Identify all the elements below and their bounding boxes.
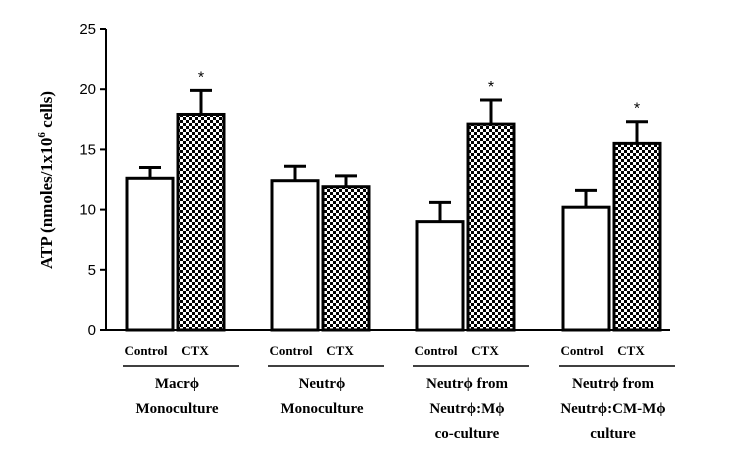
y-axis-label: ATP (nmoles/1x106 cells) xyxy=(36,91,56,269)
control-bar-label: Control xyxy=(269,343,312,358)
group-label-line: Neutrϕ xyxy=(299,376,346,392)
y-tick-label: 0 xyxy=(88,322,96,339)
y-tick-label: 10 xyxy=(79,202,96,219)
control-bar-1 xyxy=(125,176,175,332)
group-label-line: culture xyxy=(590,426,636,442)
bar-layer xyxy=(125,88,662,332)
group-label-line: Neutrϕ from xyxy=(426,376,508,392)
group-label-line: Neutrϕ from xyxy=(572,376,654,392)
group-label-line: Neutrϕ:CM-Mϕ xyxy=(560,401,665,417)
group-label-line: Neutrϕ:Mϕ xyxy=(429,401,504,417)
ctx-bar-label: CTX xyxy=(471,343,499,358)
group-label-line: Macrϕ xyxy=(155,376,199,392)
y-axis-label-end: cells) xyxy=(37,91,56,132)
ctx-bar-4 xyxy=(612,141,662,332)
ctx-bar-label: CTX xyxy=(326,343,354,358)
y-tick-label: 20 xyxy=(79,81,96,98)
y-tick-label: 25 xyxy=(79,21,96,38)
ctx-bar-label: CTX xyxy=(181,343,209,358)
group-label-line: Monoculture xyxy=(135,401,218,417)
control-bar-label: Control xyxy=(414,343,457,358)
ctx-bar-label: CTX xyxy=(617,343,645,358)
y-tick-label: 5 xyxy=(88,262,96,279)
label-layer: * Control CTX Macrϕ Monoculture Control CTX Neu… xyxy=(123,69,675,442)
control-bar-label: Control xyxy=(124,343,167,358)
control-bar-4 xyxy=(561,205,611,332)
ctx-bar-3 xyxy=(466,122,516,332)
significance-marker: * xyxy=(198,69,204,86)
group-label-line: co-culture xyxy=(435,426,500,442)
y-tick-label: 15 xyxy=(79,141,96,158)
control-bar-2 xyxy=(270,179,320,332)
control-bar-label: Control xyxy=(560,343,603,358)
y-axis-label-main: ATP (nmoles/1x10 xyxy=(37,138,56,269)
significance-marker: * xyxy=(488,79,494,96)
y-axis-label-superscript: 6 xyxy=(36,132,48,138)
ctx-bar-2 xyxy=(321,185,371,332)
significance-marker: * xyxy=(634,101,640,118)
control-bar-3 xyxy=(415,220,465,332)
group-label-line: Monoculture xyxy=(280,401,363,417)
ctx-bar-1 xyxy=(176,112,226,332)
